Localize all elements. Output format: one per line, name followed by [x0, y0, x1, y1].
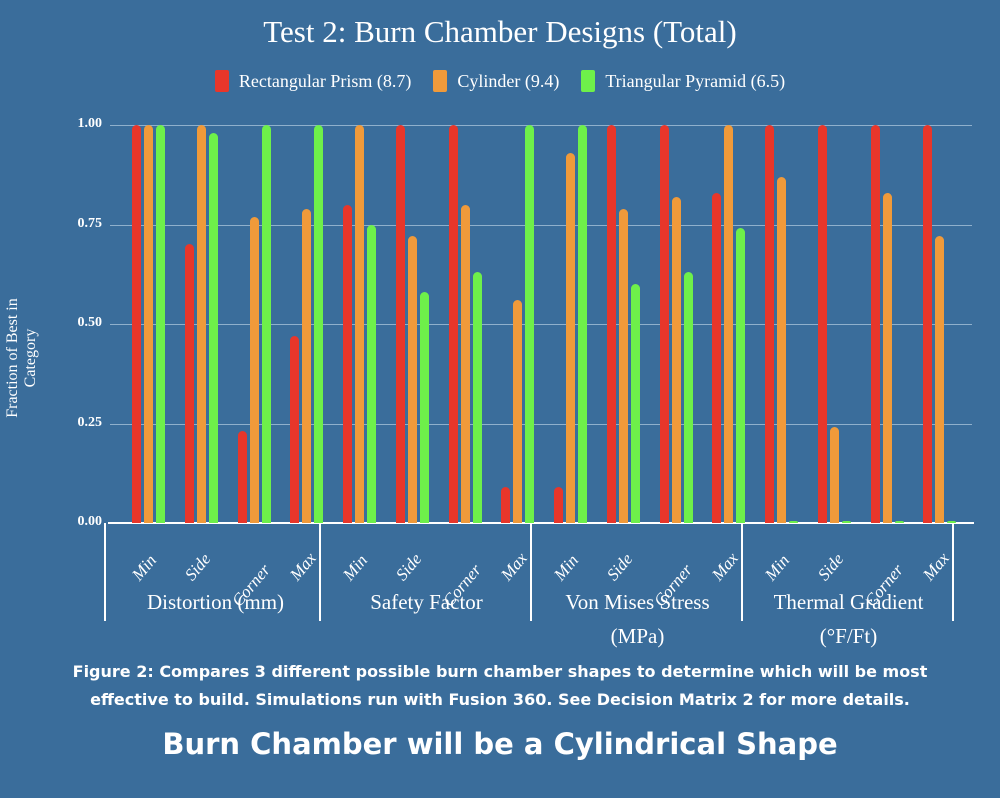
bar-cylinder — [196, 125, 206, 523]
group-label: Thermal Gradient (°F/Ft) — [743, 585, 954, 653]
group-separator — [319, 523, 321, 621]
group-separator — [530, 523, 532, 621]
bar-cylinder — [249, 216, 259, 523]
legend-label: Rectangular Prism (8.7) — [238, 70, 412, 91]
subcategory-label: Min — [550, 551, 583, 585]
bar-cylinder — [724, 125, 734, 523]
bar-cylinder — [460, 204, 470, 523]
legend-label: Triangular Pyramid (6.5) — [605, 70, 786, 91]
group-label-line: (°F/Ft) — [819, 624, 878, 648]
group-label-line: Distortion (mm) — [146, 590, 285, 614]
bar-cylinder — [566, 152, 575, 523]
bar-cylinder — [671, 196, 681, 523]
subcategory-label: Max — [919, 548, 954, 585]
y-tick-label: 0.25 — [77, 414, 103, 430]
bar-rectangular — [554, 487, 563, 523]
figure-caption: Figure 2: Compares 3 different possible … — [72, 662, 928, 709]
bar-rectangular — [448, 125, 458, 523]
bar-rectangular — [395, 125, 405, 523]
bar-rectangular — [343, 204, 352, 523]
legend-label: Cylinder (9.4) — [457, 70, 560, 91]
bar-triangular — [314, 125, 324, 523]
bar-cylinder — [302, 208, 312, 523]
group-label: Safety Factor — [321, 585, 532, 619]
legend: Rectangular Prism (8.7) Cylinder (9.4) Tri… — [0, 70, 1000, 92]
subcategory-label: Min — [761, 551, 794, 585]
bar-rectangular — [290, 335, 300, 523]
y-tick-label: 0.75 — [77, 215, 103, 231]
group-label: Distortion (mm) — [110, 585, 321, 619]
bar-cylinder — [618, 208, 628, 523]
group-label-line: Safety Factor — [370, 590, 483, 614]
group-separator — [104, 523, 106, 621]
bar-cylinder — [513, 300, 523, 523]
gridline — [110, 423, 972, 425]
bar-triangular — [947, 521, 957, 523]
group-separator — [952, 523, 954, 621]
bar-rectangular — [817, 125, 827, 523]
group-label-line: Von Mises Stress — [565, 590, 710, 614]
conclusion-text: Burn Chamber will be a Cylindrical Shape — [162, 727, 838, 761]
bar-rectangular — [184, 244, 194, 523]
bar-rectangular — [765, 125, 774, 523]
bar-triangular — [156, 125, 165, 523]
gridline — [110, 224, 972, 226]
bar-cylinder — [407, 236, 417, 523]
y-tick-label: 0.00 — [77, 514, 103, 529]
bar-triangular — [261, 125, 271, 523]
bar-cylinder — [829, 427, 839, 523]
group-label: Von Mises Stress (MPa) — [532, 585, 743, 653]
bar-cylinder — [882, 192, 892, 523]
subcategory-label: Side — [180, 549, 215, 585]
bar-rectangular — [659, 125, 669, 523]
gridline — [110, 324, 972, 325]
legend-swatch — [214, 70, 229, 92]
bar-cylinder — [355, 125, 364, 523]
legend-item: Triangular Pyramid (6.5) — [581, 70, 785, 92]
y-tick-label: 1.00 — [77, 116, 103, 131]
bar-triangular — [419, 292, 429, 523]
bar-rectangular — [712, 192, 722, 523]
group-label-line: (MPa) — [610, 624, 665, 648]
bar-triangular — [208, 132, 218, 523]
bar-rectangular — [606, 125, 616, 523]
bar-cylinder — [935, 236, 945, 523]
legend-swatch — [433, 70, 448, 92]
x-axis-line — [108, 522, 974, 524]
bar-rectangular — [923, 125, 933, 523]
subcategory-label: Side — [391, 549, 426, 585]
y-tick-label: 0.50 — [77, 315, 103, 330]
group-label-line: Thermal Gradient — [773, 590, 924, 614]
gridline — [110, 125, 972, 126]
bar-rectangular — [870, 125, 880, 523]
bar-rectangular — [237, 431, 247, 523]
bar-triangular — [525, 125, 535, 523]
bar-triangular — [894, 521, 904, 523]
y-axis-label: Fraction of Best in Category — [4, 298, 39, 418]
bar-triangular — [367, 224, 376, 523]
bar-triangular — [789, 521, 798, 523]
bar-triangular — [630, 284, 640, 523]
bar-cylinder — [777, 176, 786, 523]
bar-rectangular — [501, 487, 511, 523]
legend-item: Cylinder (9.4) — [433, 70, 559, 92]
bar-triangular — [841, 521, 851, 523]
subcategory-label: Max — [286, 548, 321, 585]
bar-triangular — [472, 272, 482, 523]
bar-triangular — [736, 228, 746, 523]
bar-rectangular — [132, 125, 141, 523]
chart-title: Test 2: Burn Chamber Designs (Total) — [263, 14, 737, 49]
bar-cylinder — [144, 125, 153, 523]
subcategory-label: Max — [497, 548, 532, 585]
subcategory-label: Side — [602, 549, 637, 585]
legend-swatch — [581, 70, 596, 92]
legend-item: Rectangular Prism (8.7) — [214, 70, 412, 92]
bar-triangular — [578, 125, 587, 523]
subcategory-label: Min — [339, 551, 372, 585]
group-separator — [741, 523, 743, 621]
subcategory-label: Max — [708, 548, 743, 585]
bar-triangular — [683, 272, 693, 523]
subcategory-label: Min — [128, 551, 161, 585]
subcategory-label: Side — [813, 549, 848, 585]
